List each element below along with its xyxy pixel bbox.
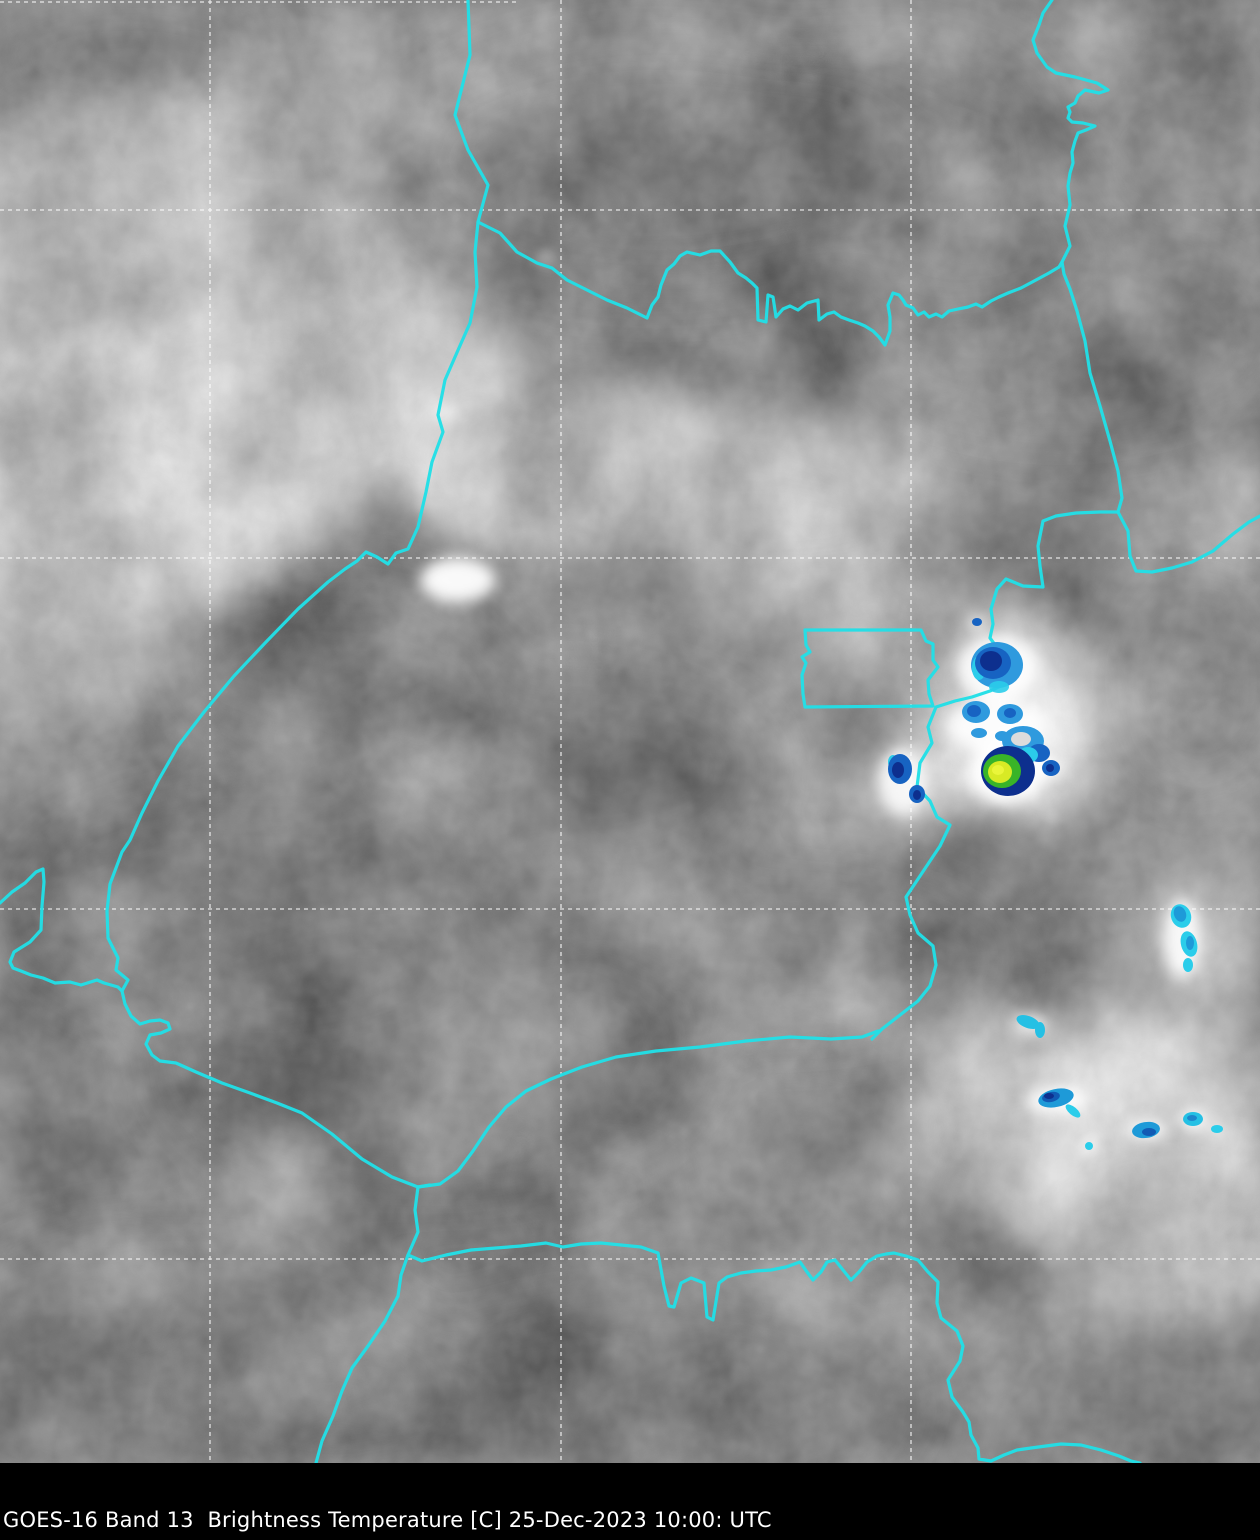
cold-cells-southeast	[1038, 1088, 1223, 1150]
country-borders	[0, 0, 1260, 1465]
latlon-gridlines	[0, 0, 1260, 1463]
border-claw-west	[0, 867, 124, 993]
border-south-vertical	[314, 1183, 432, 1465]
caption-bar: GOES-16 Band 13 Brightness Temperature […	[0, 1463, 1260, 1540]
border-west-diagonal	[105, 0, 880, 1189]
cold-cell-north-patch	[971, 642, 1023, 693]
caption-text: GOES-16 Band 13 Brightness Temperature […	[3, 1507, 772, 1532]
cold-cell-main-core	[981, 746, 1038, 796]
border-south-east-wavy	[406, 1241, 1142, 1465]
border-northeast-branch	[1116, 510, 1260, 574]
border-east-west-wavy	[476, 220, 1064, 347]
cold-streaks-east	[1016, 904, 1198, 1038]
cold-cell-satellites	[888, 754, 1060, 803]
cold-cell-speck	[972, 618, 982, 626]
border-box-region	[800, 628, 940, 709]
convective-cells	[888, 618, 1223, 1150]
